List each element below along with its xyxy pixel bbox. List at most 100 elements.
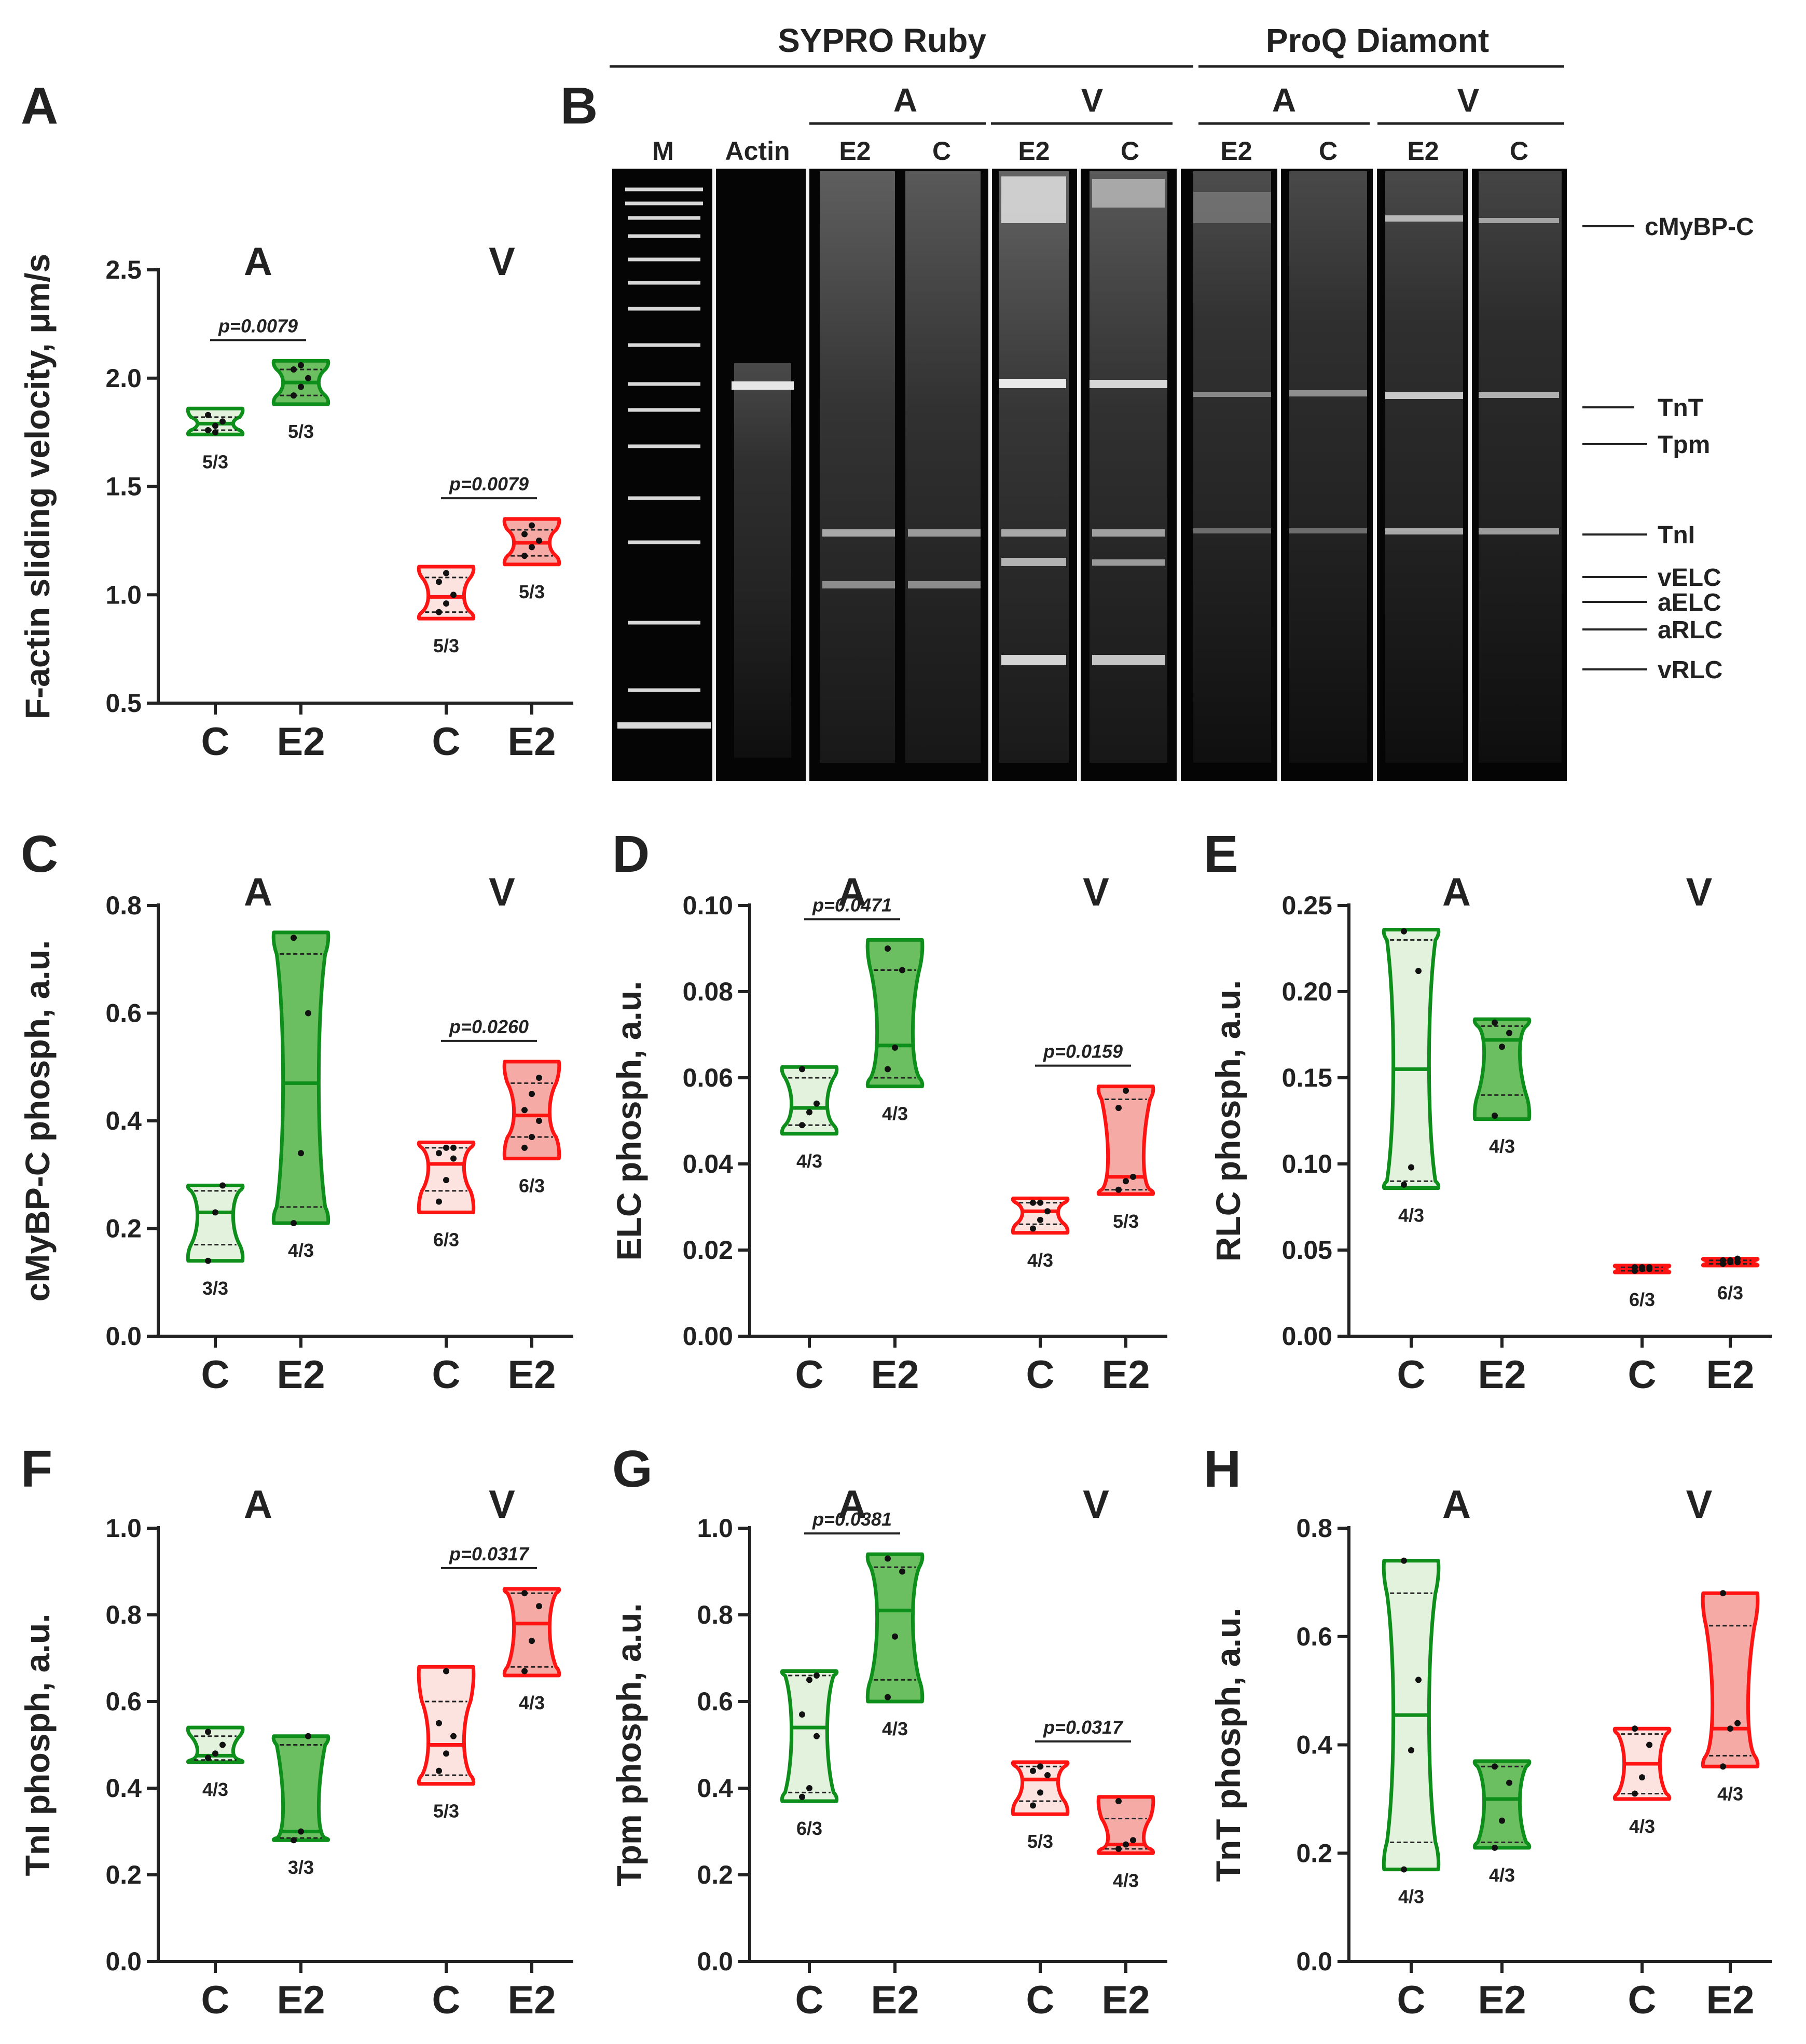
gel-marker-ladder (617, 187, 711, 729)
group-label: V (1083, 1483, 1109, 1527)
gel-lane-smear (820, 171, 895, 763)
x-category-label: E2 (1102, 1978, 1150, 2022)
x-category-label: E2 (508, 1978, 556, 2022)
x-category-label: E2 (1706, 1978, 1755, 2022)
data-point (1506, 1030, 1512, 1036)
data-point (1115, 1845, 1122, 1852)
sample-size-label: 5/3 (433, 635, 459, 656)
y-tick-label: 0.4 (697, 1774, 733, 1803)
violin-body (271, 930, 330, 1225)
group-label: A (1442, 870, 1471, 914)
chart-panel-A: A F-actin sliding velocity, μm/s 0.5 1.0 1.5… (18, 77, 573, 764)
gel-lane-smear (1193, 171, 1271, 763)
y-tick-label: 0.5 (105, 689, 142, 718)
violin-body (1096, 1795, 1155, 1855)
y-tick-label: 0.2 (105, 1860, 142, 1889)
data-point (806, 1677, 812, 1683)
sample-size-label: 4/3 (1489, 1864, 1515, 1886)
gel-separator (1373, 169, 1377, 781)
data-point (521, 1107, 528, 1114)
group-label: V (489, 240, 515, 284)
x-category-label: E2 (1478, 1353, 1526, 1397)
y-tick-label: 0.4 (105, 1106, 142, 1135)
data-point (436, 1198, 442, 1205)
data-point (799, 1793, 805, 1800)
y-tick-label: 0.0 (697, 1947, 733, 1976)
data-point (814, 1672, 820, 1679)
data-point (1492, 1019, 1498, 1026)
data-point (219, 1182, 226, 1189)
gel-lane-smear (1289, 171, 1367, 763)
y-tick-label: 0.25 (1282, 891, 1332, 920)
gel-bands (732, 176, 1559, 665)
chart-panel-G: G Tpm phosph, a.u. 0.0 0.2 0.4 0.6 0.8 1.0 C E2 C E… (610, 1440, 1167, 2022)
sample-size-label: 6/3 (519, 1175, 545, 1197)
pvalue-label: p=0.0079 (218, 315, 298, 336)
panel-label: A (21, 77, 58, 135)
data-point (1401, 1557, 1407, 1564)
data-point (892, 1633, 898, 1640)
data-point (536, 1075, 542, 1081)
group-label: A (244, 1483, 272, 1527)
band-label-aelc: aELC (1658, 589, 1721, 616)
data-point (1492, 1844, 1498, 1851)
data-point (799, 1122, 805, 1129)
data-point (212, 1750, 218, 1757)
data-point (443, 570, 449, 577)
x-category-label: E2 (871, 1978, 919, 2022)
sample-size-label: 4/3 (882, 1103, 908, 1124)
data-point (205, 1754, 211, 1761)
y-tick-label: 0.2 (697, 1860, 733, 1889)
data-point (443, 600, 449, 607)
band-label-cmybpc: cMyBP-C (1645, 213, 1754, 241)
data-point (1492, 1113, 1498, 1119)
data-point (305, 1733, 311, 1739)
data-point (291, 935, 297, 941)
data-point (436, 1767, 442, 1774)
y-tick-label: 0.08 (683, 977, 733, 1006)
x-category-label: C (795, 1353, 824, 1397)
sample-size-label: 5/3 (288, 421, 314, 442)
group-label: A (838, 1483, 866, 1527)
data-point (885, 1066, 891, 1073)
y-tick-label: 0.06 (683, 1063, 733, 1092)
lane-label: E2 (839, 136, 871, 166)
y-axis-title: TnI phosph, a.u. (18, 1614, 57, 1876)
pvalue-label: p=0.0317 (449, 1543, 530, 1565)
y-axis-title: ELC phosph, a.u. (610, 981, 648, 1261)
data-point (1401, 1181, 1407, 1188)
y-tick-label: 2.0 (105, 364, 142, 393)
x-category-label: C (432, 1978, 461, 2022)
y-tick-label: 0.8 (105, 1600, 142, 1629)
sample-size-label: 6/3 (433, 1229, 459, 1250)
data-point (1130, 1837, 1136, 1844)
x-category-label: C (432, 1353, 461, 1397)
y-tick-label: 0.0 (105, 1947, 142, 1976)
y-axis-title: cMyBP-C phosph, a.u. (18, 940, 57, 1302)
data-point (1720, 1763, 1726, 1770)
gel-lane-smear (999, 171, 1069, 763)
sample-size-label: 4/3 (202, 1779, 228, 1800)
data-point (298, 1828, 304, 1835)
data-point (899, 967, 905, 973)
chart-panel-E: E RLC phosph, a.u. 0.00 0.05 0.10 0.15 0.20 0.2… (1204, 825, 1772, 1397)
gel-separator (1077, 169, 1081, 781)
sample-size-label: 4/3 (1489, 1136, 1515, 1157)
y-axis-title: Tpm phosph, a.u. (610, 1603, 648, 1886)
gel-separator (712, 169, 716, 781)
data-point (1632, 1790, 1638, 1797)
y-tick-label: 1.0 (105, 1514, 142, 1543)
data-point (1030, 1225, 1036, 1232)
violin-body (186, 406, 245, 436)
x-category-label: C (201, 1353, 230, 1397)
lane-label-actin: Actin (725, 136, 790, 166)
sample-size-label: 4/3 (1027, 1250, 1053, 1271)
data-point (521, 553, 528, 559)
data-point (1044, 1208, 1051, 1215)
data-point (1130, 1173, 1136, 1180)
data-point (1734, 1720, 1741, 1726)
sample-size-label: 5/3 (1113, 1211, 1139, 1232)
data-point (1492, 1763, 1498, 1770)
data-point (799, 1066, 805, 1073)
